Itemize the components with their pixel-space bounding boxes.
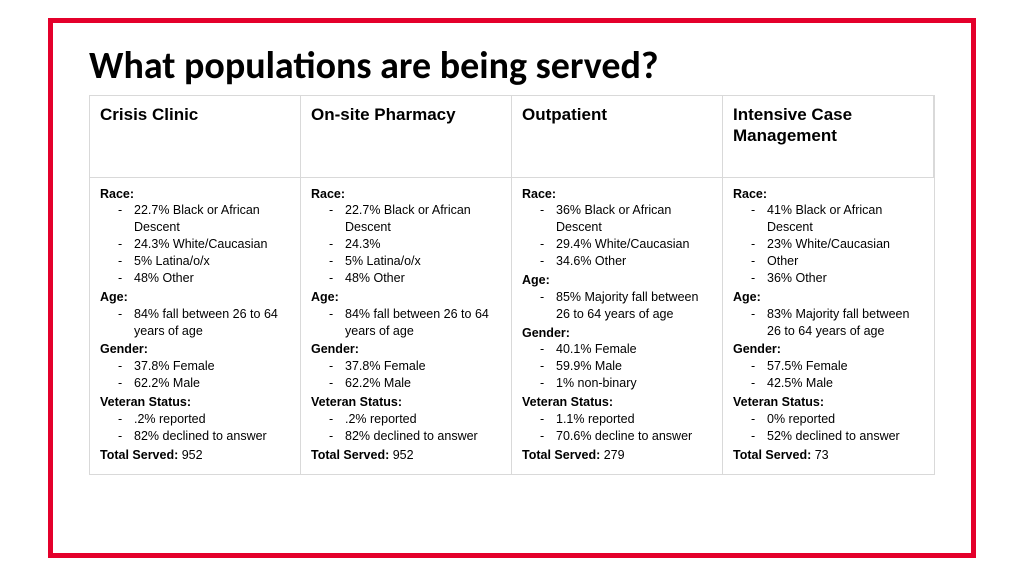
list-item: 29.4% White/Caucasian [540,236,712,253]
section-items: 37.8% Female62.2% Male [100,358,290,392]
list-item: 1.1% reported [540,411,712,428]
section-label: Gender: [522,325,712,342]
section-items: 1.1% reported70.6% decline to answer [522,411,712,445]
list-item: 24.3% White/Caucasian [118,236,290,253]
section-items: 22.7% Black or African Descent24.3%5% La… [311,202,501,286]
total-value: 73 [815,448,829,462]
list-item: 22.7% Black or African Descent [118,202,290,236]
list-item: 40.1% Female [540,341,712,358]
column-header: On-site Pharmacy [301,96,512,178]
column-body: Race:36% Black or African Descent29.4% W… [512,178,723,474]
section-label: Veteran Status: [522,394,712,411]
total-label: Total Served: [100,448,182,462]
list-item: 59.9% Male [540,358,712,375]
section-items: 37.8% Female62.2% Male [311,358,501,392]
section-items: 0% reported52% declined to answer [733,411,924,445]
list-item: .2% reported [118,411,290,428]
column-header: Outpatient [512,96,723,178]
list-item: 84% fall between 26 to 64 years of age [329,306,501,340]
total-value: 279 [604,448,625,462]
list-item: .2% reported [329,411,501,428]
section-items: 84% fall between 26 to 64 years of age [311,306,501,340]
total-label: Total Served: [522,448,604,462]
section-items: 40.1% Female59.9% Male1% non-binary [522,341,712,392]
list-item: 5% Latina/o/x [329,253,501,270]
section-items: 84% fall between 26 to 64 years of age [100,306,290,340]
section-label: Race: [311,186,501,203]
section-items: 83% Majority fall between 26 to 64 years… [733,306,924,340]
list-item: 62.2% Male [118,375,290,392]
populations-table: Crisis Clinic On-site Pharmacy Outpatien… [89,95,935,475]
list-item: 36% Black or African Descent [540,202,712,236]
list-item: 70.6% decline to answer [540,428,712,445]
section-items: 41% Black or African Descent23% White/Ca… [733,202,924,286]
list-item: 41% Black or African Descent [751,202,924,236]
total-value: 952 [393,448,414,462]
section-label: Age: [100,289,290,306]
list-item: 82% declined to answer [118,428,290,445]
list-item: 5% Latina/o/x [118,253,290,270]
page-title: What populations are being served? [89,43,935,89]
section-label: Gender: [311,341,501,358]
section-label: Age: [311,289,501,306]
list-item: 62.2% Male [329,375,501,392]
list-item: Other [751,253,924,270]
section-label: Age: [522,272,712,289]
section-label: Race: [522,186,712,203]
total-value: 952 [182,448,203,462]
list-item: 84% fall between 26 to 64 years of age [118,306,290,340]
column-body: Race:22.7% Black or African Descent24.3%… [90,178,301,474]
column-body: Race:22.7% Black or African Descent24.3%… [301,178,512,474]
section-items: 22.7% Black or African Descent24.3% Whit… [100,202,290,286]
list-item: 48% Other [118,270,290,287]
total-label: Total Served: [311,448,393,462]
section-label: Veteran Status: [100,394,290,411]
list-item: 42.5% Male [751,375,924,392]
list-item: 83% Majority fall between 26 to 64 years… [751,306,924,340]
total-label: Total Served: [733,448,815,462]
section-label: Veteran Status: [311,394,501,411]
column-body: Race:41% Black or African Descent23% Whi… [723,178,934,474]
list-item: 57.5% Female [751,358,924,375]
list-item: 1% non-binary [540,375,712,392]
section-items: .2% reported82% declined to answer [100,411,290,445]
section-items: .2% reported82% declined to answer [311,411,501,445]
section-label: Gender: [100,341,290,358]
list-item: 37.8% Female [118,358,290,375]
list-item: 0% reported [751,411,924,428]
list-item: 24.3% [329,236,501,253]
list-item: 48% Other [329,270,501,287]
section-label: Veteran Status: [733,394,924,411]
column-header: Intensive Case Management [723,96,934,178]
slide-frame: What populations are being served? Crisi… [48,18,976,558]
column-header: Crisis Clinic [90,96,301,178]
list-item: 22.7% Black or African Descent [329,202,501,236]
section-label: Gender: [733,341,924,358]
list-item: 37.8% Female [329,358,501,375]
list-item: 23% White/Caucasian [751,236,924,253]
section-label: Age: [733,289,924,306]
list-item: 52% declined to answer [751,428,924,445]
list-item: 82% declined to answer [329,428,501,445]
section-items: 36% Black or African Descent29.4% White/… [522,202,712,270]
list-item: 85% Majority fall between 26 to 64 years… [540,289,712,323]
section-items: 57.5% Female42.5% Male [733,358,924,392]
list-item: 36% Other [751,270,924,287]
section-label: Race: [100,186,290,203]
section-items: 85% Majority fall between 26 to 64 years… [522,289,712,323]
section-label: Race: [733,186,924,203]
list-item: 34.6% Other [540,253,712,270]
